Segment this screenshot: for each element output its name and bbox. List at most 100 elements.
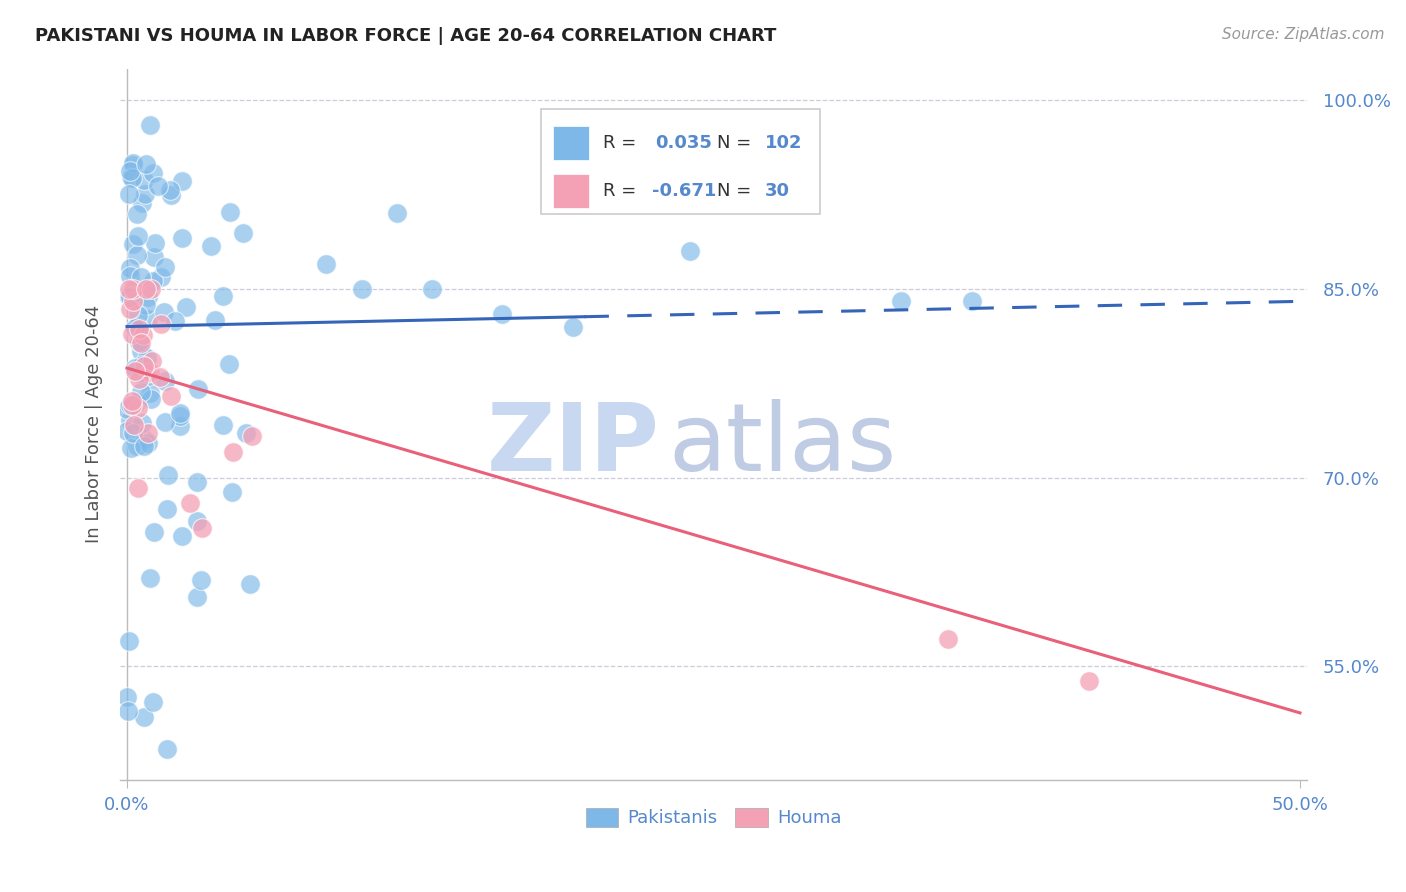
Point <box>117 704 139 718</box>
Point <box>139 366 162 380</box>
Point <box>129 343 152 358</box>
Point <box>125 248 148 262</box>
Point <box>128 372 150 386</box>
Point <box>139 118 162 132</box>
Point <box>127 308 149 322</box>
Point <box>186 514 208 528</box>
Point <box>118 187 141 202</box>
Point <box>138 386 160 401</box>
Point <box>134 359 156 373</box>
Y-axis label: In Labor Force | Age 20-64: In Labor Force | Age 20-64 <box>86 305 103 543</box>
Point <box>153 305 176 319</box>
Point <box>385 206 408 220</box>
Point <box>127 481 149 495</box>
Point <box>136 369 159 384</box>
Point <box>121 170 143 185</box>
Point <box>127 401 149 415</box>
Point <box>219 204 242 219</box>
Point <box>118 398 141 412</box>
Point <box>128 335 150 350</box>
Point <box>134 186 156 201</box>
Point <box>142 695 165 709</box>
Point <box>169 409 191 423</box>
Text: Source: ZipAtlas.com: Source: ZipAtlas.com <box>1222 27 1385 42</box>
Point <box>960 294 983 309</box>
Point <box>420 282 443 296</box>
Point <box>124 321 146 335</box>
Point <box>129 385 152 400</box>
Point <box>149 369 172 384</box>
Point <box>142 274 165 288</box>
Text: PAKISTANI VS HOUMA IN LABOR FORCE | AGE 20-64 CORRELATION CHART: PAKISTANI VS HOUMA IN LABOR FORCE | AGE … <box>35 27 776 45</box>
Point <box>131 416 153 430</box>
Point <box>120 164 142 178</box>
Point <box>134 433 156 447</box>
Point <box>128 366 150 380</box>
Point <box>169 406 191 420</box>
Point <box>132 173 155 187</box>
Point <box>134 710 156 724</box>
Point <box>186 475 208 489</box>
Point <box>120 289 142 303</box>
Point <box>127 207 149 221</box>
Point <box>350 282 373 296</box>
Point <box>127 228 149 243</box>
Point <box>132 327 155 342</box>
Point <box>129 335 152 350</box>
Point <box>212 417 235 432</box>
Point <box>138 571 160 585</box>
Point <box>127 320 149 334</box>
Point <box>153 375 176 389</box>
Point <box>156 742 179 756</box>
Point <box>139 282 162 296</box>
Point <box>159 188 181 202</box>
Point <box>120 413 142 427</box>
Point <box>169 419 191 434</box>
Point <box>121 237 143 252</box>
Text: 102: 102 <box>765 134 801 152</box>
Point <box>679 244 702 258</box>
Text: 30: 30 <box>765 182 790 200</box>
Point <box>186 590 208 604</box>
Point <box>146 178 169 193</box>
Point <box>122 425 145 440</box>
Point <box>129 270 152 285</box>
Point <box>139 392 162 406</box>
Point <box>155 416 177 430</box>
Point <box>122 158 145 172</box>
Point <box>121 327 143 342</box>
Point <box>491 307 513 321</box>
Point <box>141 354 163 368</box>
Point <box>1077 674 1099 689</box>
Point <box>191 521 214 535</box>
Point <box>138 436 160 450</box>
Point <box>122 293 145 308</box>
Point <box>176 300 198 314</box>
Point <box>221 445 243 459</box>
Text: -0.671: -0.671 <box>652 182 716 200</box>
Point <box>117 424 139 438</box>
Point <box>120 441 142 455</box>
Point <box>561 319 583 334</box>
Point <box>143 524 166 539</box>
Point <box>120 260 142 275</box>
Point <box>235 426 257 441</box>
Point <box>155 260 177 274</box>
Point <box>149 269 172 284</box>
Point <box>131 358 153 372</box>
Point <box>136 311 159 326</box>
Point <box>135 157 157 171</box>
Point <box>200 239 222 253</box>
Point <box>211 289 233 303</box>
Point <box>127 439 149 453</box>
Point <box>221 485 243 500</box>
Point <box>315 257 337 271</box>
Point <box>149 317 172 331</box>
Text: R =: R = <box>603 134 643 152</box>
Point <box>135 297 157 311</box>
Legend: Pakistanis, Houma: Pakistanis, Houma <box>578 801 849 835</box>
Text: N =: N = <box>717 182 756 200</box>
Point <box>170 528 193 542</box>
Point <box>187 382 209 396</box>
Point <box>136 351 159 365</box>
